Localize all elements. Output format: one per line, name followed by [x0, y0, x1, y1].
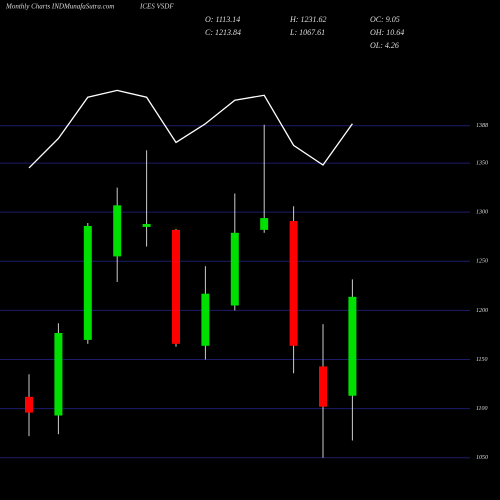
candle-body	[230, 232, 239, 306]
stat: C: 1213.84	[205, 28, 241, 37]
stat: OC: 9.05	[370, 15, 400, 24]
stat: L: 1067.61	[289, 28, 325, 37]
stat: H: 1231.62	[289, 15, 326, 24]
y-tick-label: 1388	[476, 123, 488, 129]
indicator-line	[28, 89, 353, 169]
candle-body	[348, 296, 357, 396]
y-tick-label: 1300	[476, 210, 488, 216]
candle-body	[54, 333, 63, 416]
stat: OH: 10.64	[370, 28, 404, 37]
candle-body	[201, 293, 210, 346]
stat: O: 1113.14	[205, 15, 240, 24]
candle-body	[172, 229, 180, 344]
y-tick-label: 1050	[476, 455, 488, 461]
candle-body	[142, 223, 151, 227]
candle-body	[319, 366, 327, 407]
y-tick-label: 1200	[476, 308, 488, 314]
y-tick-label: 1150	[476, 357, 488, 363]
candle-body	[83, 225, 92, 340]
chart-subtitle: ICES VSDF	[139, 3, 174, 11]
y-tick-label: 1100	[476, 406, 488, 412]
y-tick-label: 1250	[476, 259, 488, 265]
candle-body	[25, 396, 33, 413]
stat: OL: 4.26	[370, 41, 399, 50]
candle-body	[289, 221, 298, 346]
candle-body	[113, 205, 122, 257]
y-tick-label: 1350	[476, 160, 488, 166]
candle-body	[260, 218, 269, 230]
chart-title: Monthly Charts INDMunafaSutra.com	[5, 3, 114, 11]
